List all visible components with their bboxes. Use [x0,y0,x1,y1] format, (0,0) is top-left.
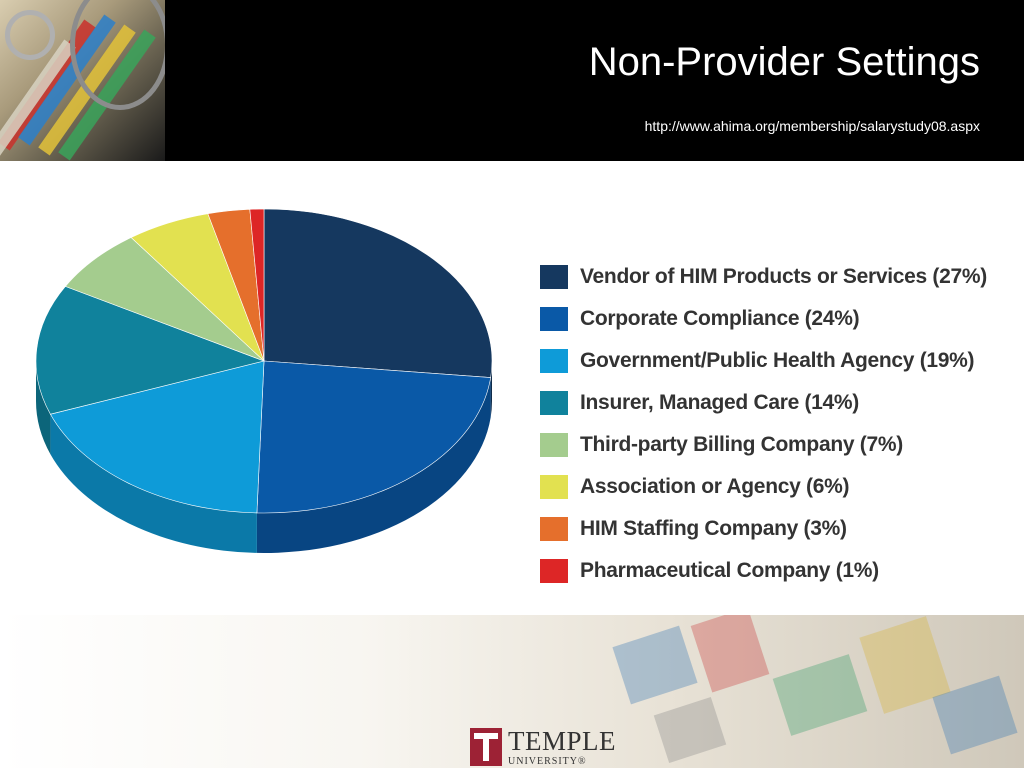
legend-label: Third-party Billing Company (7%) [580,433,903,456]
temple-t-icon [470,728,502,766]
legend-label: Government/Public Health Agency (19%) [580,349,975,372]
legend-label: Insurer, Managed Care (14%) [580,391,859,414]
legend-swatch [540,433,568,457]
pie-side-vendor-of-him-products-or-services [490,361,492,418]
pie-side-insurer-managed-care [36,361,51,455]
header-photo [0,0,165,161]
page-title: Non-Provider Settings [588,40,980,84]
legend-swatch [540,475,568,499]
pie-side-government-public-health-agency [50,414,257,553]
logo-name: TEMPLE [508,726,616,756]
legend-label: Corporate Compliance (24%) [580,307,860,330]
chart-legend: Vendor of HIM Products or Services (27%)… [540,256,987,592]
legend-item: Corporate Compliance (24%) [540,298,987,340]
legend-label: Association or Agency (6%) [580,475,850,498]
pie-chart [35,208,493,553]
legend-item: HIM Staffing Company (3%) [540,508,987,550]
footer-background [0,615,1024,768]
legend-label: Pharmaceutical Company (1%) [580,559,879,582]
legend-swatch [540,265,568,289]
pie-slice-pharmaceutical-company [249,208,265,362]
legend-item: Pharmaceutical Company (1%) [540,550,987,592]
legend-item: Vendor of HIM Products or Services (27%) [540,256,987,298]
legend-item: Third-party Billing Company (7%) [540,424,987,466]
slide-header: Non-Provider Settings http://www.ahima.o… [0,0,1024,161]
legend-swatch [540,307,568,331]
source-url: http://www.ahima.org/membership/salaryst… [644,118,980,134]
legend-item: Insurer, Managed Care (14%) [540,382,987,424]
pie-slice-government-public-health-agency [49,360,265,514]
pie-slice-vendor-of-him-products-or-services [263,208,493,378]
legend-label: Vendor of HIM Products or Services (27%) [580,265,987,288]
pie-slice-corporate-compliance [256,360,491,514]
legend-item: Government/Public Health Agency (19%) [540,340,987,382]
legend-swatch [540,517,568,541]
temple-logo: TEMPLE UNIVERSITY® [470,728,616,767]
legend-swatch [540,349,568,373]
logo-sub: UNIVERSITY® [508,756,587,767]
pie-slice-insurer-managed-care [35,286,266,415]
legend-label: HIM Staffing Company (3%) [580,517,847,540]
legend-swatch [540,559,568,583]
legend-swatch [540,391,568,415]
legend-item: Association or Agency (6%) [540,466,987,508]
